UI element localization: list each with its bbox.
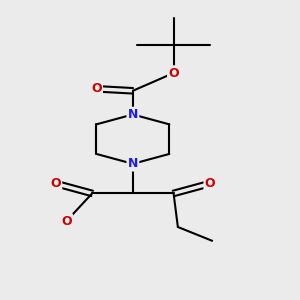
Text: O: O (61, 214, 72, 228)
Text: N: N (128, 157, 138, 170)
Text: O: O (168, 67, 179, 80)
Text: O: O (50, 177, 61, 190)
Text: O: O (205, 177, 215, 190)
Text: O: O (91, 82, 102, 95)
Text: N: N (128, 108, 138, 121)
